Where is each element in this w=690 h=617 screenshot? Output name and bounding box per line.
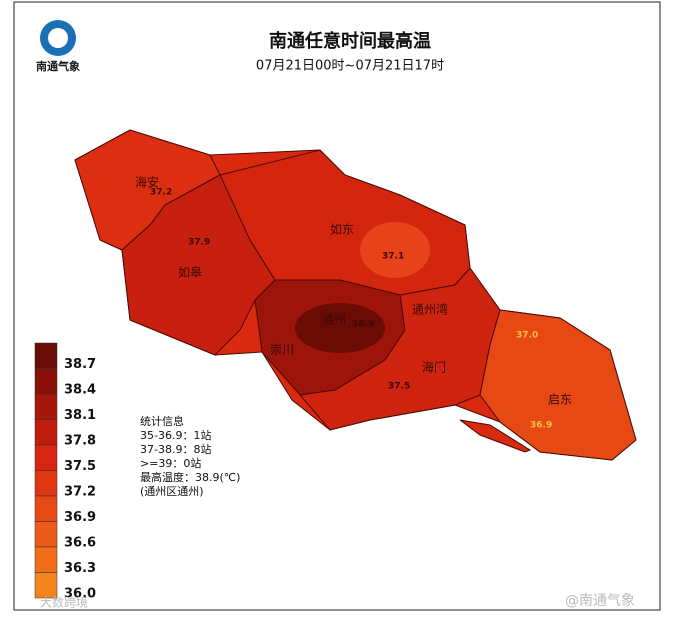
stats-line: 最高温度：38.9(℃) [140, 470, 240, 484]
station-values: 37.2 37.9 37.1 38.9 37.5 37.0 36.9 [150, 188, 552, 431]
hot-core [295, 303, 385, 353]
region-label: 海安 [135, 175, 159, 190]
station-value: 36.9 [530, 421, 552, 431]
region-labels: 海安 如皋 如东 通州 崇川 海门 启东 通州湾 [135, 175, 572, 407]
stats-line: 35-36.9：1站 [140, 428, 211, 442]
region-label: 如东 [330, 222, 354, 237]
legend-swatch [34, 444, 58, 471]
legend-swatch [34, 342, 58, 369]
logo-text: 南通气象 [36, 59, 80, 73]
legend-label: 36.0 [64, 587, 96, 602]
region-label: 崇川 [270, 343, 294, 357]
legend-swatch [34, 393, 58, 420]
region-label: 通州湾 [412, 302, 448, 317]
legend-label: 37.5 [64, 459, 96, 474]
legend-label: 38.1 [64, 408, 96, 423]
stats-info: 统计信息35-36.9：1站37-38.9：8站>=39：0站最高温度：38.9… [140, 414, 240, 498]
legend-swatch [34, 572, 58, 599]
region-qidong [479, 309, 637, 461]
stats-line: 37-38.9：8站 [140, 442, 211, 456]
legend: 38.7 38.4 38.1 37.8 37.5 37.2 36.9 36.6 36.3 36.0 [34, 342, 96, 602]
station-value: 37.9 [188, 238, 210, 248]
stats-line: (通州区通州) [140, 485, 204, 498]
island [459, 419, 532, 453]
station-value: 37.1 [382, 252, 404, 262]
warm-spot [360, 222, 430, 278]
region-label: 如皋 [178, 265, 202, 280]
legend-swatch [34, 470, 58, 497]
subtitle: 07月21日00时~07月21日17时 [256, 59, 444, 74]
legend-label: 36.3 [64, 561, 96, 576]
watermark: 大数跨境 [40, 595, 88, 610]
map-body [74, 129, 637, 461]
station-value: 37.0 [516, 331, 538, 341]
legend-label: 38.7 [64, 357, 96, 372]
legend-swatch [34, 368, 58, 395]
station-value: 37.5 [388, 382, 410, 392]
stats-line: 统计信息 [140, 414, 184, 428]
region-label: 海门 [422, 360, 446, 375]
station-value: 38.9 [352, 320, 374, 330]
region-label: 启东 [548, 393, 572, 407]
region-label: 通州 [322, 313, 346, 327]
legend-swatch [34, 521, 58, 548]
station-value: 37.2 [150, 188, 172, 198]
logo: 南通气象 [36, 20, 80, 73]
legend-label: 38.4 [64, 383, 96, 398]
region-haimen [299, 267, 501, 431]
watermark: @南通气象 [565, 593, 635, 609]
legend-label: 37.2 [64, 485, 96, 500]
legend-swatch [34, 546, 58, 573]
legend-label: 37.8 [64, 434, 96, 449]
logo-icon-inner [48, 28, 68, 48]
legend-swatch [34, 419, 58, 446]
title: 南通任意时间最高温 [269, 30, 431, 52]
legend-label: 36.9 [64, 510, 96, 525]
legend-label: 36.6 [64, 536, 96, 551]
legend-swatch [34, 495, 58, 522]
stats-line: >=39：0站 [140, 456, 201, 470]
